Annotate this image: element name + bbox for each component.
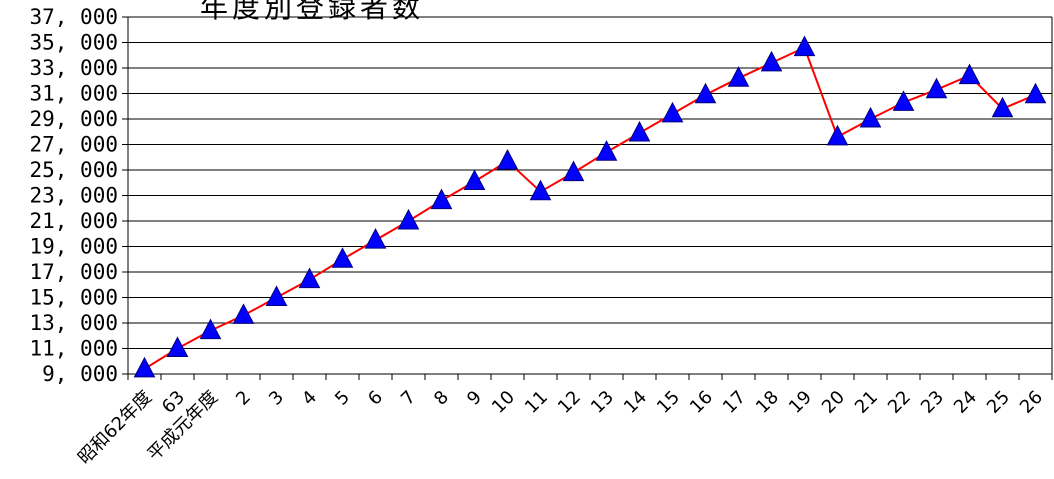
x-tick-label: 23 (917, 387, 948, 418)
data-point-marker (859, 106, 882, 128)
y-tick-label: 13, 000 (29, 311, 118, 335)
data-point-marker (265, 285, 288, 306)
x-tick-label: 26 (1016, 387, 1047, 418)
y-tick-label: 17, 000 (29, 260, 118, 284)
x-tick-label: 6 (364, 387, 387, 410)
data-point-marker (463, 169, 486, 190)
y-tick-label: 19, 000 (29, 235, 118, 259)
data-point-marker (958, 63, 981, 85)
data-point-marker (1024, 82, 1047, 104)
data-point-marker (397, 208, 420, 230)
data-point-marker (562, 160, 585, 182)
x-tick-label: 11 (521, 387, 552, 418)
data-point-marker (529, 179, 552, 201)
data-point-marker (892, 90, 915, 111)
x-tick-label: 21 (851, 387, 882, 418)
data-point-marker (232, 303, 255, 324)
chart-title: 年度別登録者数 (200, 0, 425, 24)
data-point-marker (133, 356, 156, 378)
data-point-marker (166, 336, 189, 357)
x-tick-label: 14 (620, 387, 651, 418)
x-tick-label: 18 (752, 387, 783, 418)
data-series (143, 46, 1036, 370)
data-point-marker (298, 267, 321, 289)
y-tick-label: 31, 000 (29, 82, 118, 106)
data-point-marker (331, 247, 354, 268)
x-tick-label: 25 (983, 387, 1014, 418)
data-markers (133, 35, 1047, 378)
x-tick-label: 2 (232, 387, 255, 410)
x-tick-label: 4 (298, 387, 321, 410)
y-tick-label: 15, 000 (29, 286, 118, 310)
data-point-marker (727, 66, 750, 87)
data-point-marker (430, 188, 453, 210)
x-tick-label: 17 (719, 387, 750, 418)
data-point-marker (826, 124, 849, 146)
x-tick-label: 昭和62年度 (74, 387, 156, 469)
y-tick-label: 37, 000 (29, 5, 118, 29)
data-point-marker (628, 120, 651, 142)
x-tick-label: 13 (587, 387, 618, 418)
data-point-marker (991, 96, 1014, 118)
x-tick-label: 8 (430, 387, 453, 410)
data-point-marker (496, 149, 519, 170)
data-point-marker (661, 101, 684, 123)
x-tick-label: 9 (463, 387, 486, 410)
y-tick-label: 25, 000 (29, 158, 118, 182)
data-point-marker (760, 50, 783, 72)
y-tick-label: 29, 000 (29, 107, 118, 131)
series-line (143, 46, 1036, 370)
x-tick-label: 15 (653, 387, 684, 418)
x-tick-label: 19 (785, 387, 816, 418)
y-tick-label: 33, 000 (29, 56, 118, 80)
x-tick-label: 3 (265, 387, 288, 410)
x-tick-label: 12 (554, 387, 585, 418)
y-tick-label: 9, 000 (42, 362, 118, 386)
y-tick-label: 21, 000 (29, 209, 118, 233)
y-tick-label: 23, 000 (29, 184, 118, 208)
x-tick-label: 22 (884, 387, 915, 418)
x-tick-label: 20 (818, 387, 849, 418)
data-point-marker (793, 35, 816, 57)
x-tick-label: 7 (397, 387, 420, 410)
x-tick-label: 16 (686, 387, 717, 418)
y-tick-label: 27, 000 (29, 133, 118, 157)
data-point-marker (364, 228, 387, 249)
data-point-marker (925, 77, 948, 99)
y-tick-label: 35, 000 (29, 31, 118, 55)
x-tick-label: 24 (950, 387, 981, 418)
x-tick-label: 5 (331, 387, 354, 410)
y-tick-label: 11, 000 (29, 337, 118, 361)
data-point-marker (199, 318, 222, 340)
gridlines (128, 16, 1052, 375)
data-point-marker (595, 140, 618, 161)
x-tick-label: 10 (488, 387, 519, 418)
data-point-marker (694, 82, 717, 104)
